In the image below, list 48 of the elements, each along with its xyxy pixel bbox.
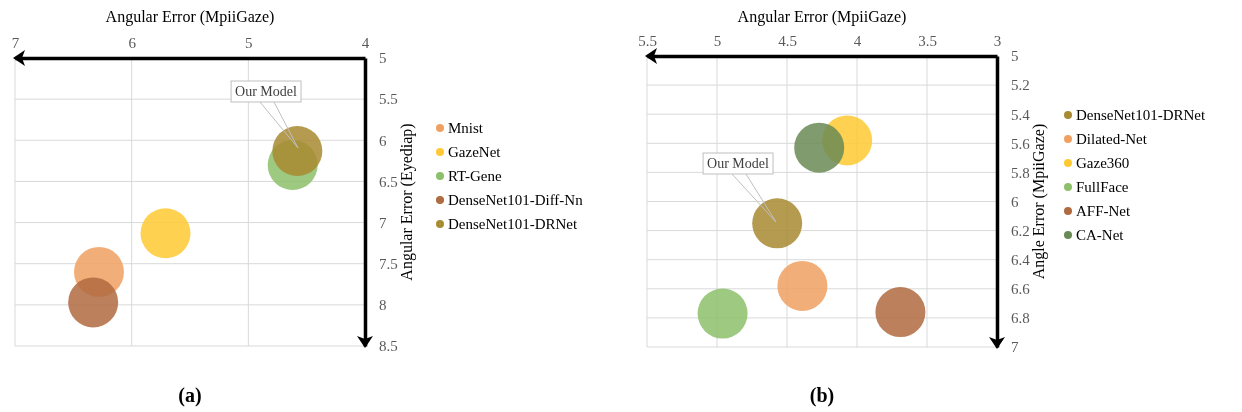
x-tick-label: 7 bbox=[11, 35, 20, 51]
x-tick-label: 6 bbox=[128, 35, 137, 51]
legend-label: DenseNet101-Diff-Nn bbox=[448, 192, 584, 208]
y-tick-label: 7 bbox=[379, 214, 387, 231]
text: (a) bbox=[178, 384, 202, 407]
y-tick-label: 5.4 bbox=[1011, 106, 1031, 123]
x-tick-label: 3 bbox=[993, 33, 1002, 49]
legend-label: DenseNet101-DRNet bbox=[448, 216, 578, 232]
legend-label: Gaze360 bbox=[1076, 155, 1130, 171]
y-tick-label: 5.8 bbox=[1011, 164, 1030, 181]
y-tick-label: 8 bbox=[379, 297, 387, 314]
annotation: Our Model bbox=[235, 84, 298, 99]
y-tick-label: 5.5 bbox=[379, 91, 398, 108]
x-axis-title: Angular Error (MpiiGaze) bbox=[737, 8, 907, 26]
y-tick-label: 6.8 bbox=[1011, 310, 1030, 327]
y-tick-label: 5 bbox=[1011, 48, 1019, 65]
y-tick-label: 7.5 bbox=[379, 256, 398, 273]
y-tick-label: 6.6 bbox=[1011, 281, 1031, 298]
x-tick-label: 5.5 bbox=[638, 33, 657, 49]
x-axis-title: Angular Error (MpiiGaze) bbox=[105, 8, 275, 26]
text: (b) bbox=[809, 384, 835, 407]
annotation: Our Model bbox=[707, 156, 770, 171]
y-tick-label: 5.6 bbox=[1011, 135, 1031, 152]
y-axis-title: Angle Error (MpiiGaze) bbox=[1030, 123, 1048, 280]
x-tick-label: 4 bbox=[361, 35, 370, 51]
y-tick-label: 8.5 bbox=[379, 338, 398, 355]
y-tick-label: 6.2 bbox=[1011, 222, 1030, 239]
y-axis-title: Angular Error (Eyediap) bbox=[398, 123, 416, 281]
x-tick-label: 5 bbox=[713, 33, 722, 49]
y-tick-label: 6 bbox=[1011, 193, 1019, 210]
x-tick-label: 5 bbox=[245, 35, 253, 51]
y-tick-label: 6 bbox=[379, 132, 387, 149]
legend-label: Dilated-Net bbox=[1076, 131, 1148, 147]
y-tick-label: 6.5 bbox=[379, 173, 398, 190]
x-tick-label: 4 bbox=[853, 33, 862, 49]
legend-label: RT-Gene bbox=[448, 168, 502, 184]
y-tick-label: 6.4 bbox=[1011, 252, 1031, 268]
legend-label: Mnist bbox=[448, 120, 484, 136]
legend-label: CA-Net bbox=[1076, 227, 1125, 243]
legend-label: FullFace bbox=[1076, 179, 1129, 195]
legend-label: AFF-Net bbox=[1076, 203, 1131, 219]
legend-label: GazeNet bbox=[448, 144, 502, 160]
legend-label: DenseNet101-DRNet bbox=[1076, 107, 1206, 123]
y-tick-label: 7 bbox=[1011, 339, 1019, 356]
y-tick-label: 5.2 bbox=[1011, 77, 1030, 94]
x-tick-label: 4.5 bbox=[778, 33, 797, 49]
x-tick-label: 3.5 bbox=[918, 33, 937, 49]
y-tick-label: 5 bbox=[379, 50, 387, 67]
